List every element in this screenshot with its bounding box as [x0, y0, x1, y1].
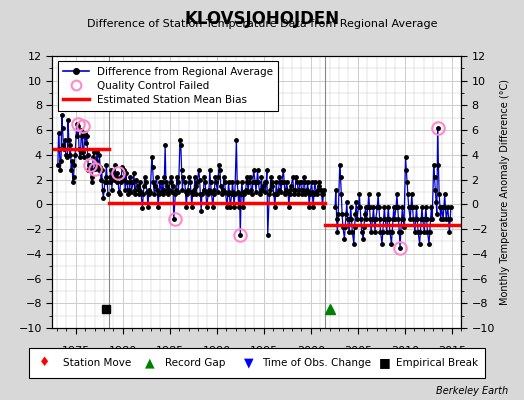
Y-axis label: Monthly Temperature Anomaly Difference (°C): Monthly Temperature Anomaly Difference (… — [500, 79, 510, 305]
Text: 2000: 2000 — [297, 346, 325, 356]
Text: KLOVSJOHOJDEN: KLOVSJOHOJDEN — [184, 10, 340, 28]
Text: ■: ■ — [379, 356, 391, 370]
Text: Station Move: Station Move — [63, 358, 131, 368]
Text: Berkeley Earth: Berkeley Earth — [436, 386, 508, 396]
Legend: Difference from Regional Average, Quality Control Failed, Estimated Station Mean: Difference from Regional Average, Qualit… — [58, 61, 278, 111]
Text: 1975: 1975 — [62, 346, 90, 356]
Text: 1980: 1980 — [109, 346, 137, 356]
Text: 1995: 1995 — [249, 346, 278, 356]
Text: ▼: ▼ — [244, 356, 254, 370]
Text: 1990: 1990 — [203, 346, 231, 356]
Text: 2010: 2010 — [391, 346, 419, 356]
Text: Record Gap: Record Gap — [165, 358, 225, 368]
Text: 2005: 2005 — [344, 346, 372, 356]
Text: 1985: 1985 — [156, 346, 184, 356]
Text: 2015: 2015 — [438, 346, 466, 356]
Text: Time of Obs. Change: Time of Obs. Change — [262, 358, 371, 368]
Text: Difference of Station Temperature Data from Regional Average: Difference of Station Temperature Data f… — [87, 19, 437, 29]
Text: ♦: ♦ — [39, 356, 50, 370]
Text: ▲: ▲ — [145, 356, 154, 370]
Text: Empirical Break: Empirical Break — [396, 358, 478, 368]
